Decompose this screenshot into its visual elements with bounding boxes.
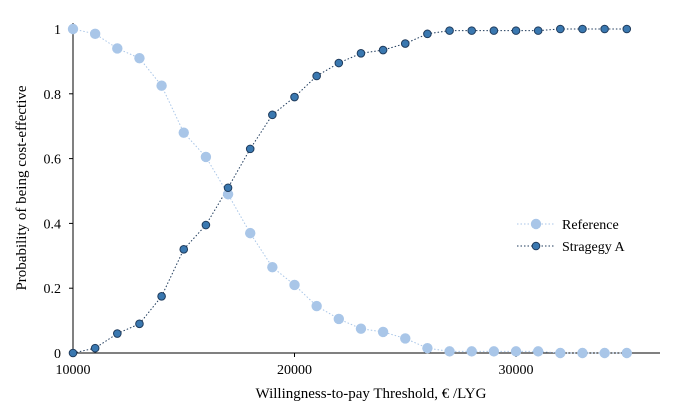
data-point-stragegy-a xyxy=(290,92,299,102)
data-point-stragegy-a xyxy=(622,24,632,34)
legend-marker-reference xyxy=(530,218,542,230)
data-point-stragegy-a xyxy=(378,45,388,55)
axes: 0 0.2 0.4 0.6 0.8 1 10000 20000 30000 xyxy=(44,23,660,378)
data-point-stragegy-a xyxy=(334,58,344,68)
y-tick-label: 0.4 xyxy=(44,217,62,232)
y-tick-label: 0.2 xyxy=(44,282,62,297)
legend-label-reference: Reference xyxy=(562,218,619,233)
data-point-stragegy-a xyxy=(245,144,255,154)
x-tick-label: 10000 xyxy=(56,363,91,378)
data-point-stragegy-a xyxy=(489,26,499,35)
y-tick-label: 0.8 xyxy=(44,88,62,103)
data-point-stragegy-a xyxy=(400,39,410,48)
data-point-stragegy-a xyxy=(578,24,587,34)
data-point-reference xyxy=(67,23,79,35)
data-point-stragegy-a xyxy=(90,343,100,353)
legend-marker-stragegy-a xyxy=(531,241,541,251)
y-tick-label: 0.6 xyxy=(44,153,62,168)
data-point-reference xyxy=(488,346,500,357)
data-point-stragegy-a xyxy=(268,110,277,120)
legend-label-stragegy-a: Stragegy A xyxy=(562,240,625,255)
x-tick-label: 30000 xyxy=(499,363,534,378)
data-point-reference xyxy=(355,323,367,334)
legend: Reference Stragegy A xyxy=(517,218,625,255)
x-axis-title: Willingness-to-pay Threshold, € /LYG xyxy=(256,386,487,402)
data-point-reference xyxy=(89,28,101,40)
data-point-reference xyxy=(178,127,189,138)
data-point-stragegy-a xyxy=(556,24,565,34)
data-point-stragegy-a xyxy=(135,319,144,329)
data-point-stragegy-a xyxy=(533,26,543,35)
data-point-reference xyxy=(422,342,433,354)
data-point-stragegy-a xyxy=(445,26,454,35)
data-point-reference xyxy=(311,300,322,312)
data-point-reference xyxy=(599,347,610,359)
y-tick-label: 1 xyxy=(54,23,61,38)
data-point-stragegy-a xyxy=(157,292,166,301)
data-point-reference xyxy=(555,347,566,359)
data-point-reference xyxy=(510,346,522,357)
data-point-reference xyxy=(466,346,477,357)
data-point-stragegy-a xyxy=(356,49,366,58)
data-point-stragegy-a xyxy=(600,24,609,34)
data-point-reference xyxy=(289,279,300,291)
data-point-stragegy-a xyxy=(113,329,122,338)
data-point-stragegy-a xyxy=(312,71,321,81)
data-point-reference xyxy=(134,52,145,64)
data-point-reference xyxy=(333,313,345,325)
data-point-reference xyxy=(112,43,123,54)
data-point-reference xyxy=(222,189,234,200)
y-axis-title: Probability of being cost-effective xyxy=(14,85,30,290)
data-point-reference xyxy=(444,346,455,357)
data-point-stragegy-a xyxy=(223,183,233,193)
data-point-stragegy-a xyxy=(511,26,521,35)
data-point-reference xyxy=(245,227,256,239)
series-line-stragegy-a xyxy=(72,28,627,354)
data-point-reference xyxy=(621,347,632,359)
data-point-reference xyxy=(200,151,212,163)
data-point-reference xyxy=(400,333,411,344)
series-lines xyxy=(72,28,627,354)
x-tick-label: 20000 xyxy=(277,363,312,378)
data-point-stragegy-a xyxy=(68,348,78,358)
data-point-stragegy-a xyxy=(201,220,211,230)
data-point-reference xyxy=(156,80,167,91)
data-point-stragegy-a xyxy=(423,29,432,39)
data-point-reference xyxy=(577,347,588,359)
data-point-reference xyxy=(267,261,278,273)
data-point-reference xyxy=(377,326,389,338)
y-tick-label: 0 xyxy=(54,347,61,362)
series-line-reference xyxy=(72,28,627,354)
data-point-stragegy-a xyxy=(467,26,477,35)
data-point-stragegy-a xyxy=(179,245,189,254)
data-point-reference xyxy=(532,346,544,357)
series-points xyxy=(67,23,632,359)
